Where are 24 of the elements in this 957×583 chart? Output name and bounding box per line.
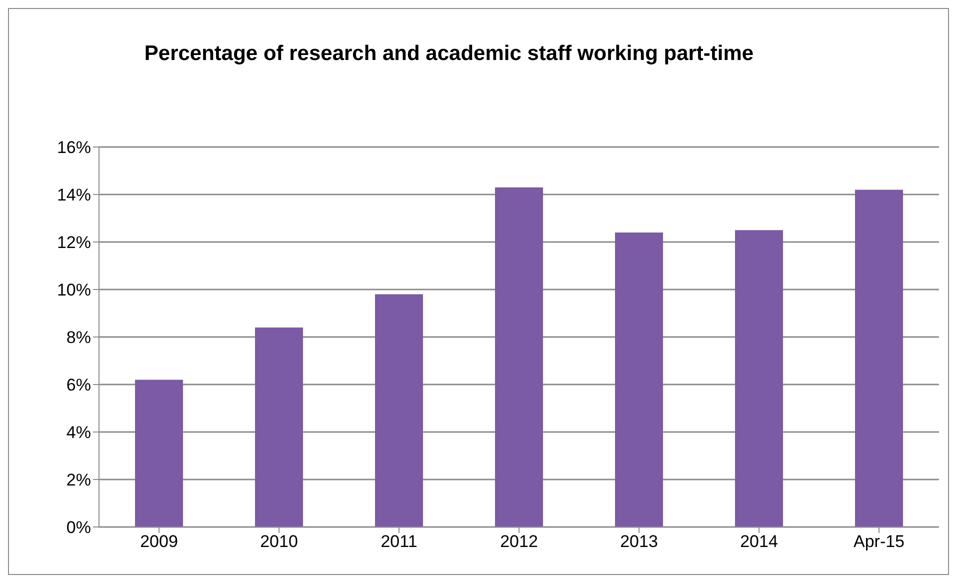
chart-title: Percentage of research and academic staff working part-time (143, 41, 755, 67)
x-tick-label: Apr-15 (853, 532, 905, 552)
x-tick-label: 2013 (620, 532, 658, 552)
x-tick-label: 2012 (500, 532, 538, 552)
x-tick-label: 2014 (740, 532, 778, 552)
x-tick-label: 2011 (380, 532, 418, 552)
y-tick-label: 2% (66, 470, 91, 490)
y-tick-label: 8% (66, 328, 91, 348)
x-tick-label: 2010 (260, 532, 298, 552)
bar (255, 328, 303, 527)
x-tick-label: 2009 (140, 532, 178, 552)
bar (495, 187, 543, 527)
y-tick-label: 4% (66, 423, 91, 442)
y-tick-label: 12% (56, 233, 91, 252)
bar (615, 232, 663, 527)
y-tick-label: 10% (56, 280, 91, 300)
y-tick-label: 14% (56, 186, 91, 205)
y-tick-label: 16% (56, 138, 91, 158)
bar (375, 294, 423, 527)
bar (855, 190, 903, 527)
y-tick-label: 0% (66, 518, 91, 538)
bar (135, 380, 183, 527)
y-tick-label: 6% (66, 376, 91, 395)
bar (735, 230, 783, 527)
